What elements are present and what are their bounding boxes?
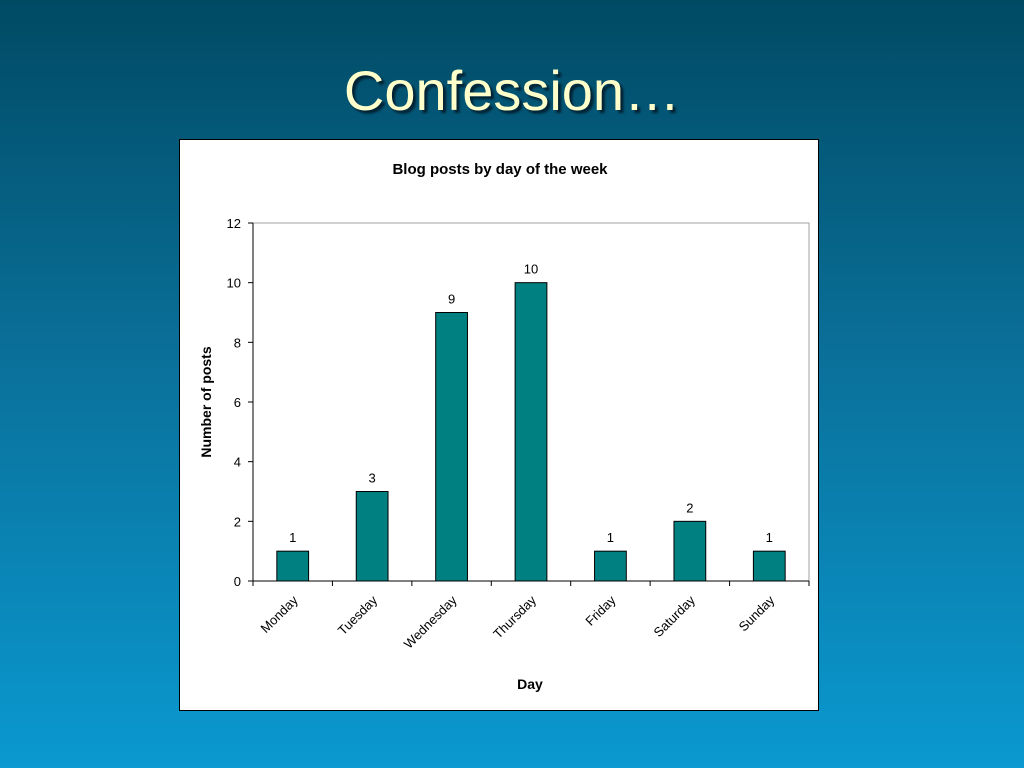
y-tick-label: 12 [227, 216, 241, 231]
y-tick-label: 2 [234, 514, 241, 529]
x-tick-label-tuesday: Tuesday [335, 592, 381, 638]
bars: 1 3 9 10 1 2 1 [276, 262, 786, 582]
bar-tuesday [355, 491, 389, 582]
data-label-wednesday: 9 [448, 292, 455, 307]
x-axis: Monday Tuesday Wednesday Thursday Friday Satu… [252, 580, 810, 652]
bar-saturday [673, 520, 707, 582]
bar-wednesday [435, 312, 468, 582]
x-tick-label-saturday: Saturday [651, 592, 699, 640]
bar-sunday [752, 550, 786, 582]
bar-chart: Blog posts by day of the week 024681012 … [198, 161, 810, 692]
slide-title: Confession… [343, 59, 681, 122]
data-label-saturday: 2 [686, 500, 693, 515]
bar-monday [276, 550, 310, 582]
y-tick-label: 8 [234, 335, 241, 350]
y-tick-label: 10 [227, 276, 241, 291]
x-tick-label-monday: Monday [258, 592, 302, 636]
y-tick-label: 4 [234, 455, 241, 470]
data-label-friday: 1 [607, 530, 614, 545]
data-label-sunday: 1 [766, 530, 773, 545]
x-tick-label-friday: Friday [582, 592, 618, 628]
x-tick-label-thursday: Thursday [490, 592, 539, 641]
data-label-thursday: 10 [524, 262, 538, 277]
bar-thursday [514, 282, 548, 582]
data-label-monday: 1 [289, 530, 296, 545]
data-label-tuesday: 3 [369, 471, 376, 486]
x-axis-title: Day [517, 676, 543, 692]
bar-friday [594, 550, 627, 582]
x-tick-label-wednesday: Wednesday [401, 592, 460, 651]
y-axis-title: Number of posts [198, 346, 214, 457]
chart-container: Blog posts by day of the week 0 2 4 6 8 10 12 … [179, 139, 819, 711]
y-tick-label: 0 [234, 574, 241, 589]
x-tick-label-sunday: Sunday [736, 592, 778, 634]
chart-title: Blog posts by day of the week [392, 161, 608, 178]
y-axis: 0 2 4 6 8 10 12 [227, 216, 254, 589]
y-tick-label: 6 [234, 395, 241, 410]
